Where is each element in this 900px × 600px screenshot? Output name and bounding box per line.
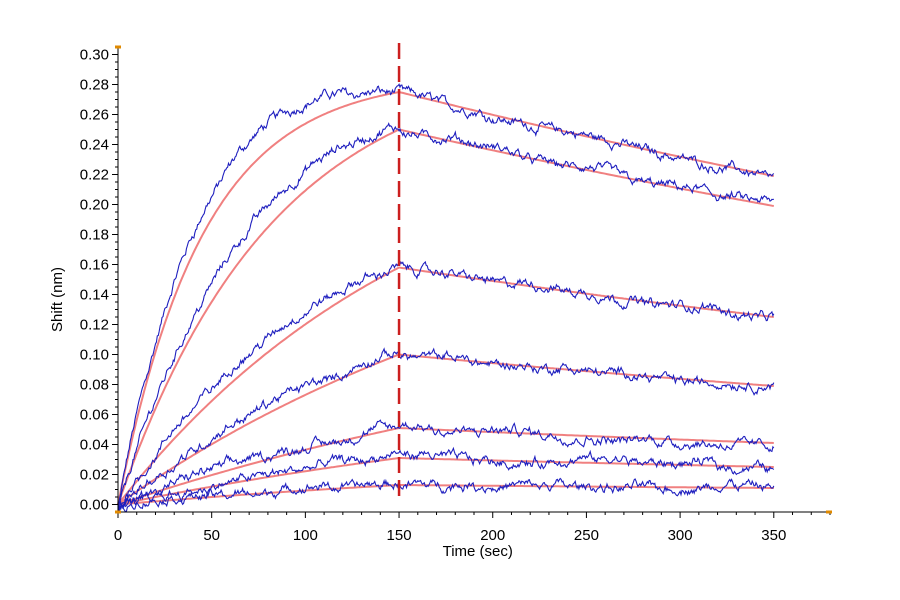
measured-curve <box>117 83 775 510</box>
y-tick-label: 0.06 <box>80 407 109 424</box>
fit-curve <box>117 426 774 506</box>
measured-curve <box>117 477 775 513</box>
x-tick-label: 0 <box>114 527 122 544</box>
measured-curve <box>117 122 774 509</box>
x-tick-label: 150 <box>387 527 412 544</box>
y-tick-label: 0.04 <box>80 437 109 454</box>
fit-curve <box>117 128 774 505</box>
measured-curve <box>117 347 775 513</box>
x-tick-label: 250 <box>574 527 599 544</box>
x-tick-label: 300 <box>668 527 693 544</box>
y-tick-label: 0.02 <box>80 467 109 484</box>
measured-curve <box>117 446 775 514</box>
fit-curve <box>117 353 774 506</box>
y-tick-label: 0.26 <box>80 107 109 124</box>
measured-curve <box>117 260 775 512</box>
y-tick-label: 0.00 <box>80 497 109 514</box>
x-axis-title: Time (sec) <box>443 543 513 560</box>
y-tick-label: 0.22 <box>80 167 109 184</box>
measured-lines <box>117 83 775 514</box>
y-tick-label: 0.10 <box>80 347 109 364</box>
axes: 0.00 0.02 0.04 0.06 0.08 0.10 0.12 0.14 0.16 0.18… <box>80 45 832 544</box>
y-tick-label: 0.14 <box>80 287 109 304</box>
measured-curve <box>117 419 775 512</box>
x-tick-label: 100 <box>293 527 318 544</box>
y-tick-label: 0.12 <box>80 317 109 334</box>
x-tick-label: 200 <box>480 527 505 544</box>
y-tick-label: 0.08 <box>80 377 109 394</box>
y-tick-label: 0.18 <box>80 227 109 244</box>
y-tick-label: 0.24 <box>80 137 109 154</box>
y-tick-label: 0.16 <box>80 257 109 274</box>
fit-lines <box>117 90 775 506</box>
y-tick-label: 0.30 <box>80 47 109 64</box>
x-tick-label: 350 <box>761 527 786 544</box>
y-tick-label: 0.20 <box>80 197 109 214</box>
y-tick-label: 0.28 <box>80 77 109 94</box>
x-tick-label: 50 <box>203 527 220 544</box>
y-axis-title: Shift (nm) <box>49 267 66 332</box>
